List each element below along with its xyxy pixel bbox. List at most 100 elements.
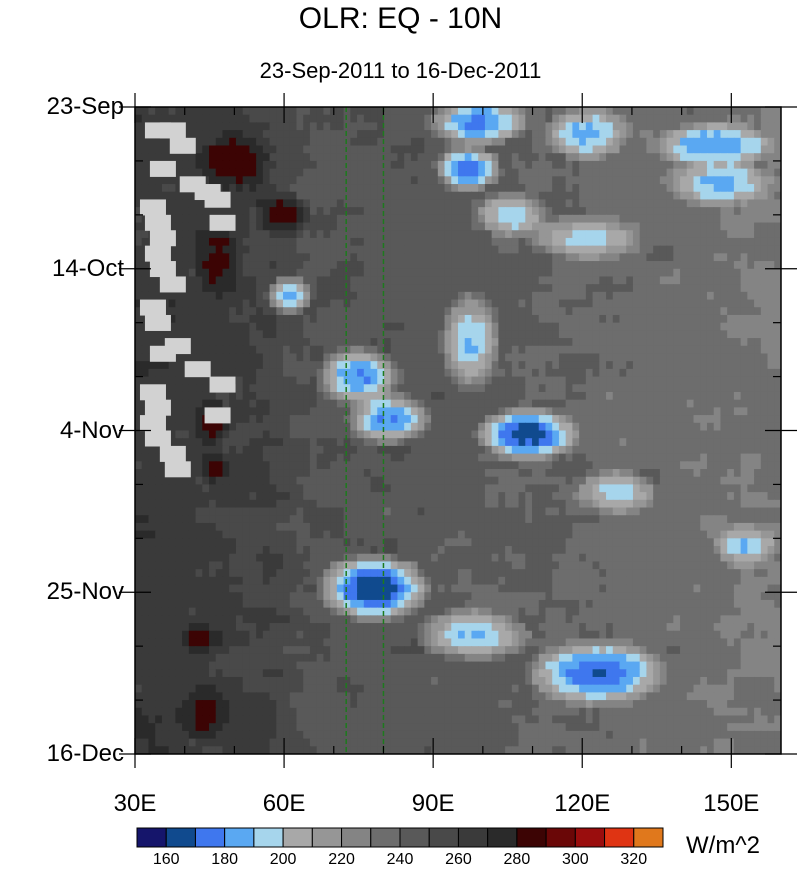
olr-cell [464,391,473,401]
olr-cell [532,499,540,509]
olr-cell [619,268,627,278]
olr-cell [195,284,203,293]
olr-cell [478,160,486,170]
olr-cell [350,407,358,416]
olr-cell [330,322,338,331]
olr-cell [262,160,271,170]
olr-cell [269,322,277,331]
olr-cell [464,345,473,355]
olr-cell [269,268,277,278]
olr-cell [404,230,412,239]
olr-cell [283,214,291,224]
olr-cell [444,353,452,362]
olr-cell [686,330,695,339]
olr-cell [262,307,271,316]
olr-cell [572,261,580,270]
olr-cell [619,222,627,231]
olr-cell [336,469,345,478]
olr-cell [188,445,197,455]
olr-cell [538,160,547,170]
olr-cell [437,453,446,462]
olr-cell [222,461,230,470]
olr-cell [175,230,183,239]
olr-cell [410,469,419,478]
olr-cell [330,484,338,493]
olr-cell [532,384,540,393]
olr-cell [532,137,540,147]
olr-cell [558,237,567,247]
olr-cell [585,484,594,493]
olr-cell [464,261,473,270]
olr-cell [632,145,641,154]
olr-cell [256,107,264,116]
olr-cell [646,330,654,339]
olr-cell [518,399,526,408]
olr-cell [680,107,688,116]
olr-cell [229,430,237,439]
olr-cell [357,214,365,224]
olr-cell [760,307,769,316]
olr-cell [471,376,479,385]
olr-cell [673,376,681,385]
olr-cell [706,291,715,301]
olr-cell [330,261,338,270]
olr-cell [135,261,143,270]
olr-cell [323,176,331,185]
olr-cell [552,291,560,301]
olr-cell [538,422,547,432]
olr-cell [491,461,499,470]
olr-cell [464,469,473,478]
olr-cell [727,391,735,401]
olr-cell [626,268,634,278]
olr-cell [632,322,641,331]
olr-cell [309,399,318,408]
olr-cell [410,199,419,208]
olr-cell [579,492,587,501]
olr-cell [619,307,627,316]
olr-cell [484,314,493,324]
olr-cell [552,222,560,231]
olr-cell [733,107,742,116]
olr-cell [390,415,399,424]
olr-cell [484,438,493,447]
olr-cell [505,230,513,239]
olr-cell [135,107,143,116]
olr-cell [585,137,594,147]
olr-cell [155,145,163,154]
olr-cell [579,245,587,254]
olr-cell [377,484,385,493]
olr-cell [740,422,748,432]
olr-cell [720,261,728,270]
olr-cell [148,484,156,493]
olr-cell [511,399,520,408]
olr-cell [424,184,432,193]
olr-cell [686,184,695,193]
olr-cell [249,122,257,131]
olr-cell [747,160,755,170]
olr-cell [532,122,540,131]
olr-cell [458,176,466,185]
olr-cell [471,445,479,455]
olr-cell [417,492,425,501]
olr-cell [330,391,338,401]
olr-cell [303,237,311,247]
olr-cell [639,145,648,154]
olr-cell [498,338,506,347]
olr-cell [552,230,560,239]
olr-cell [538,207,547,216]
olr-cell [343,276,351,285]
olr-cell [639,430,648,439]
olr-cell [740,291,748,301]
olr-cell [471,184,479,193]
olr-cell [774,322,781,331]
olr-cell [404,407,412,416]
olr-cell [666,368,674,378]
olr-cell [390,299,399,308]
olr-cell [774,430,781,439]
olr-cell [229,261,237,270]
olr-cell [720,330,728,339]
olr-cell [639,222,648,231]
olr-cell [350,245,358,254]
olr-cell [141,160,150,170]
olr-cell [498,368,506,378]
